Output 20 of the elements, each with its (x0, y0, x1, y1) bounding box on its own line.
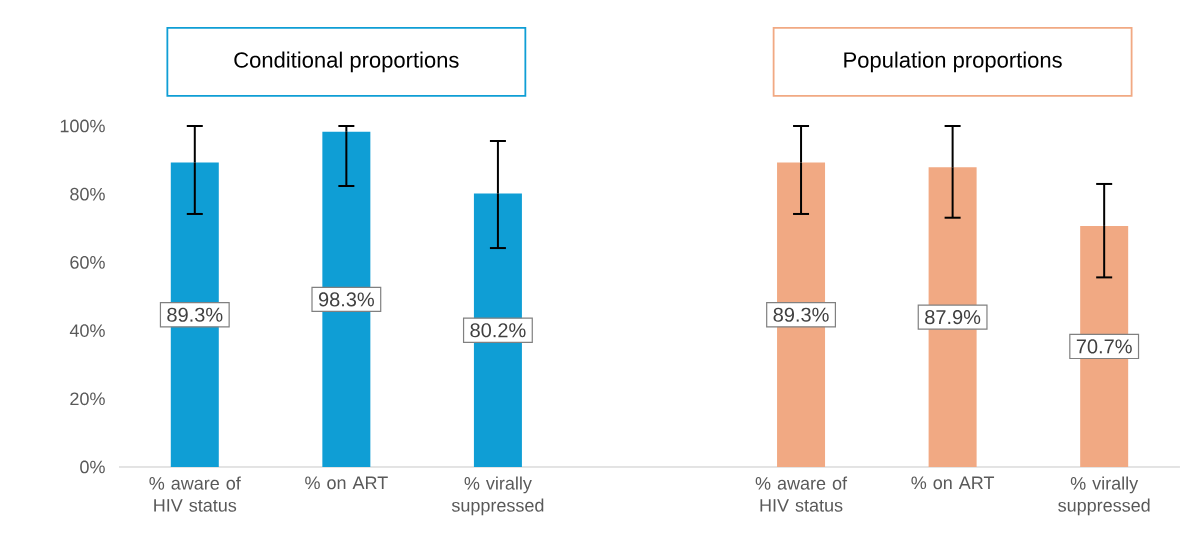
data-label: 89.3% (773, 307, 829, 322)
y-tick-label: 60% (70, 256, 105, 269)
data-label: 98.3% (318, 292, 374, 307)
y-tick-label: 40% (69, 324, 105, 337)
text: Conditional proportions (234, 51, 459, 73)
text: Population proportions (844, 51, 1062, 73)
x-tick-label: % on ART (305, 476, 388, 490)
x-tick-label: % virally suppressed (451, 476, 544, 516)
x-tick-label: % aware of HIV status (755, 476, 848, 512)
y-tick-label: 80% (70, 187, 105, 201)
data-label: 70.7% (1076, 339, 1132, 354)
data-label: 80.2% (470, 323, 526, 338)
y-tick-label: 100% (60, 119, 105, 133)
y-tick-label: 20% (70, 392, 105, 406)
x-tick-label: % virally suppressed (1058, 476, 1150, 516)
data-label: 89.3% (167, 307, 223, 322)
data-label: 87.9% (925, 310, 981, 325)
y-tick-label: 0% (80, 460, 105, 474)
x-tick-label: % on ART (911, 476, 995, 490)
x-tick-label: % aware of HIV status (149, 476, 241, 512)
